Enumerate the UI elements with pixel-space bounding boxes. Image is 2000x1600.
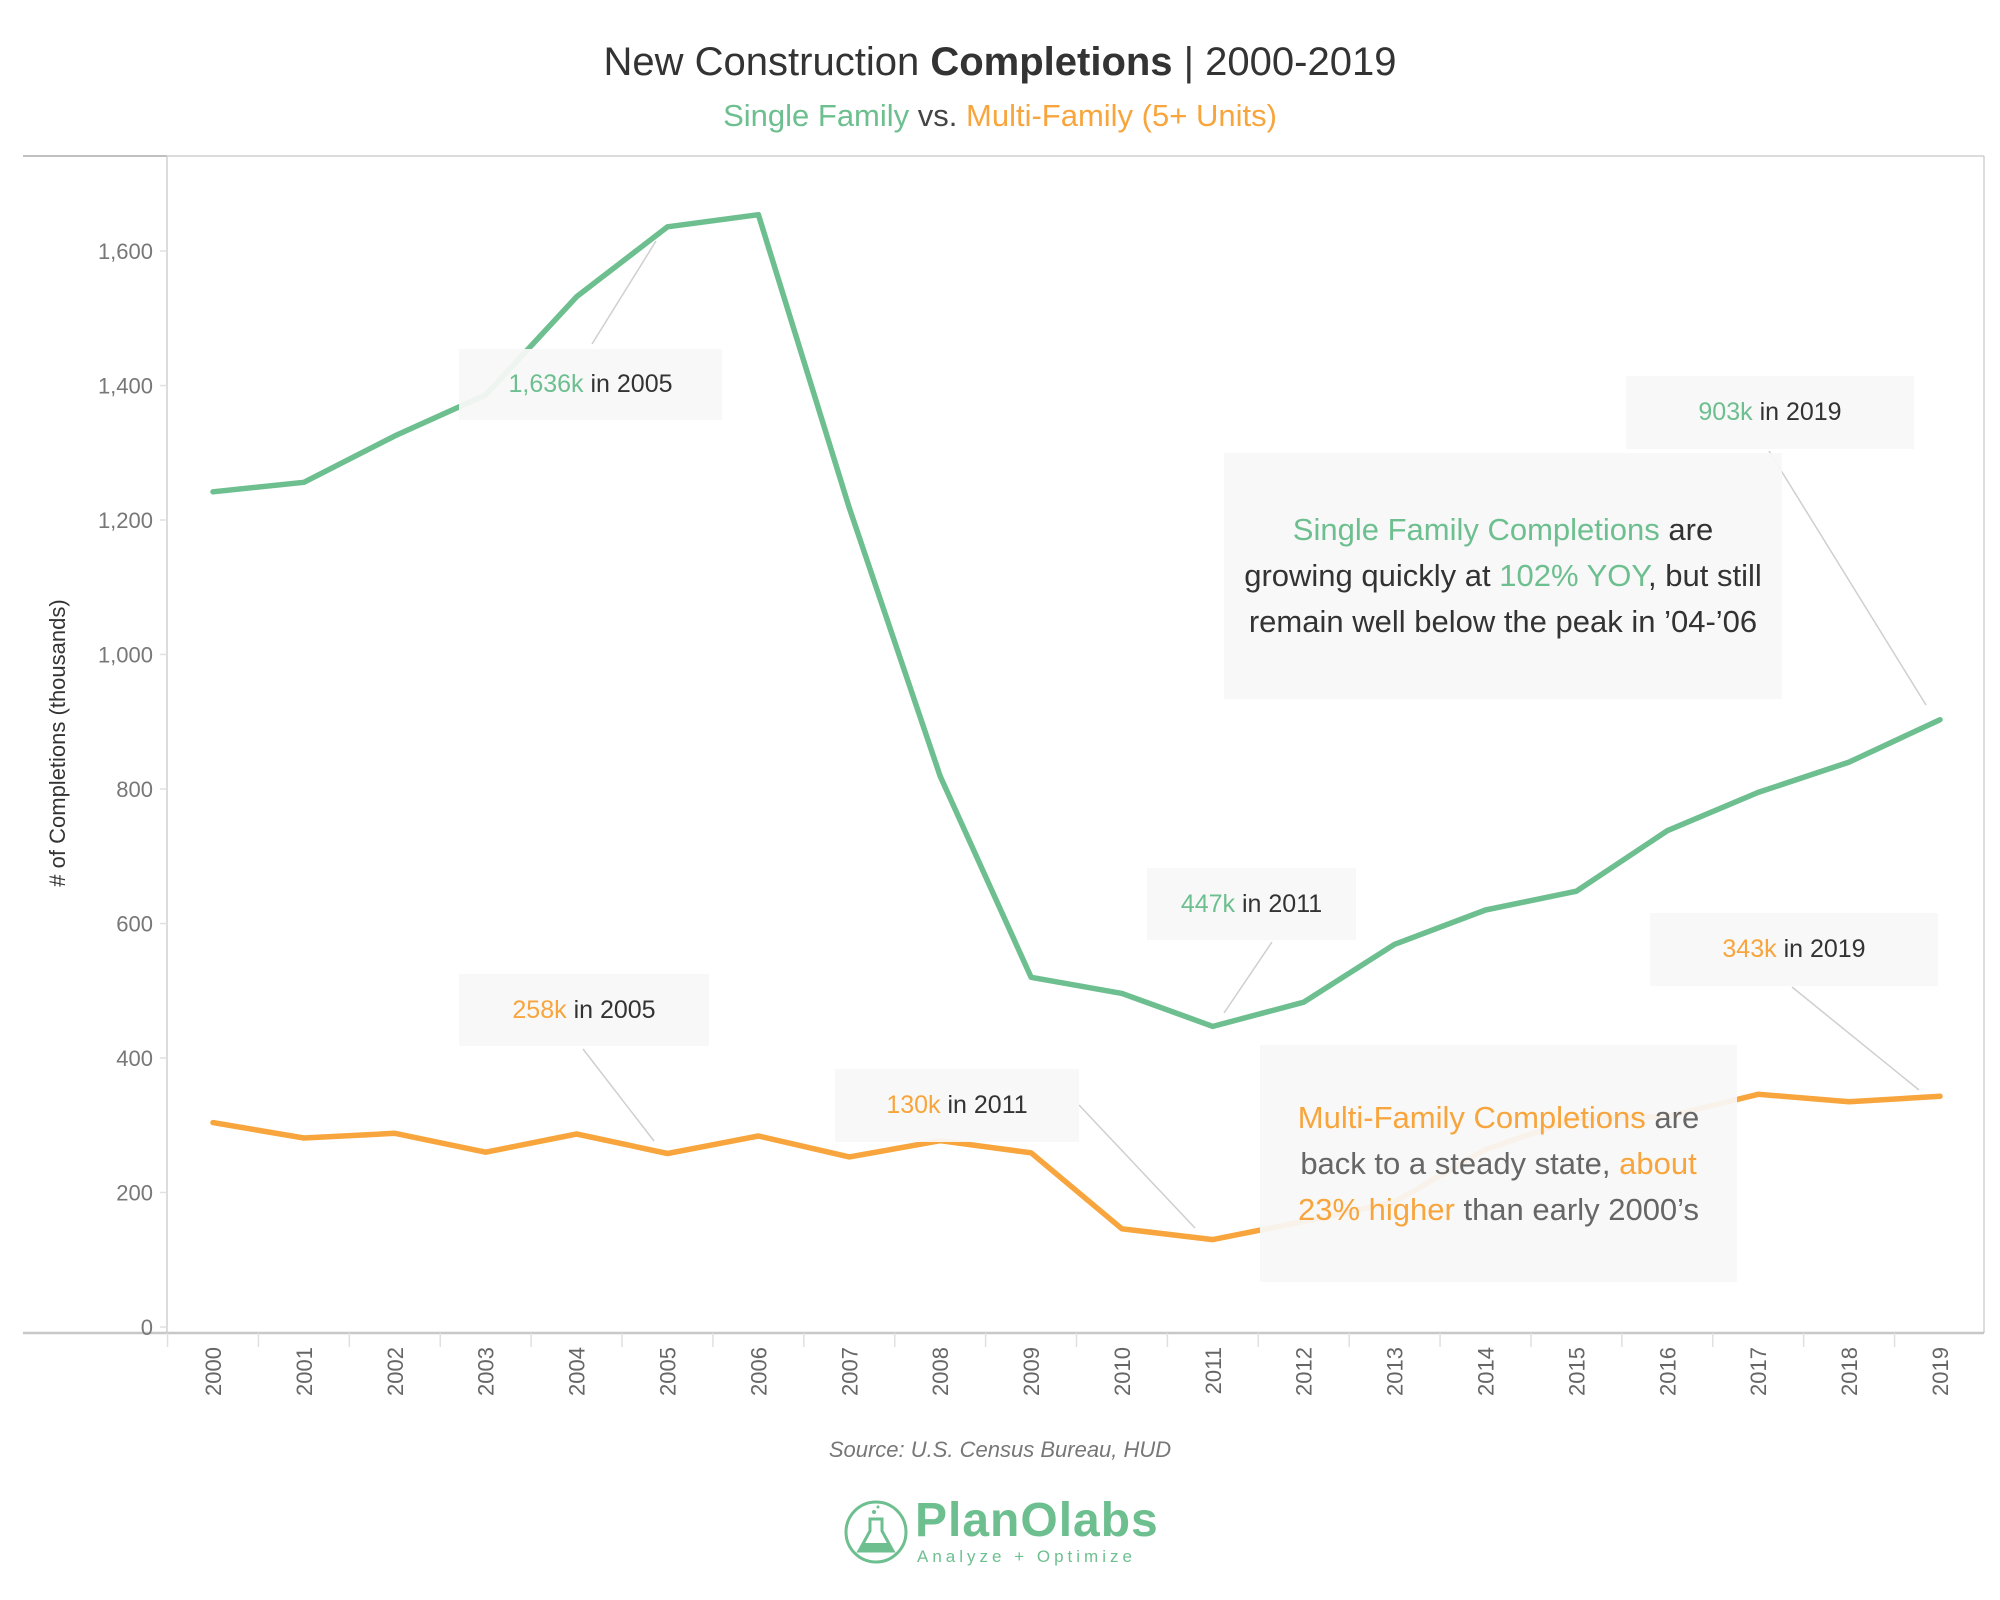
note-highlight: 102% YOY — [1499, 558, 1649, 593]
note-text: are back to a steady state, — [1300, 1099, 1700, 1181]
annotation-value: 130k — [886, 1091, 941, 1119]
annotation-leader-line — [1791, 986, 1920, 1091]
annotation-leader-line — [1768, 450, 1927, 706]
x-tick-label: 2007 — [837, 1347, 862, 1396]
note-highlight: Multi-Family Completions — [1297, 1099, 1646, 1135]
annotation-mf-2011: 130k in 2011 — [835, 1069, 1079, 1142]
annotation-value: 258k — [512, 995, 567, 1024]
x-tick-label: 2005 — [655, 1347, 680, 1396]
source-note: Source: U.S. Census Bureau, HUD — [828, 1437, 1172, 1462]
chart-title: New Construction Completions | 2000-2019 — [0, 40, 2000, 85]
x-tick-label: 2017 — [1746, 1347, 1771, 1396]
x-tick-label: 2018 — [1837, 1347, 1862, 1396]
annotation-leader-line — [1078, 1104, 1196, 1229]
y-tick-label: 600 — [116, 912, 153, 937]
planolabs-logo: PlanOlabs Analyze + Optimize — [843, 1494, 1173, 1569]
x-tick-label: 2006 — [746, 1347, 771, 1396]
x-tick-label: 2000 — [201, 1347, 226, 1396]
note-text: than early 2000’s — [1454, 1191, 1699, 1227]
annotation-year: in 2019 — [1776, 935, 1866, 963]
note-highlight: about 23% higher — [1298, 1145, 1697, 1227]
x-tick-label: 2009 — [1019, 1347, 1044, 1396]
annotation-mf-2005: 258k in 2005 — [459, 974, 709, 1046]
y-tick-label: 1,400 — [98, 374, 153, 399]
subtitle-single-family: Single Family — [723, 98, 910, 133]
annotation-year: in 2011 — [1235, 889, 1323, 918]
x-tick-label: 2016 — [1655, 1347, 1680, 1396]
x-tick-label: 2010 — [1110, 1347, 1135, 1396]
annotation-sf-2019: 903k in 2019 — [1626, 376, 1914, 449]
note-text: , but still remain well below the peak i… — [1248, 558, 1762, 639]
title-text: New Construction — [603, 40, 931, 84]
annotation-value: 1,636k — [508, 370, 584, 398]
annotation-sf-2011: 447k in 2011 — [1147, 868, 1356, 940]
x-tick-label: 2001 — [292, 1347, 317, 1396]
y-axis-label: # of Completions (thousands) — [45, 599, 70, 887]
y-tick-label: 200 — [116, 1181, 153, 1206]
x-tick-label: 2002 — [383, 1347, 408, 1396]
annotation-year: in 2011 — [940, 1091, 1028, 1119]
annotation-sf-note: Single Family Completions are growing qu… — [1224, 453, 1782, 699]
subtitle-multi-family: Multi-Family (5+ Units) — [966, 98, 1277, 133]
x-tick-label: 2003 — [474, 1347, 499, 1396]
annotation-value: 903k — [1698, 398, 1753, 426]
note-highlight: Single Family Completions — [1292, 512, 1660, 547]
title-years: | 2000-2019 — [1172, 40, 1397, 84]
x-tick-label: 2013 — [1383, 1347, 1408, 1396]
y-tick-label: 1,600 — [98, 239, 153, 264]
annotation-mf-note: Multi-Family Completions are back to a s… — [1260, 1045, 1737, 1282]
annotation-leader-line — [582, 1048, 655, 1142]
chart-subtitle: Single Family vs. Multi-Family (5+ Units… — [0, 98, 2000, 134]
x-tick-label: 2008 — [928, 1347, 953, 1396]
annotation-leader-line — [591, 240, 657, 345]
x-tick-label: 2014 — [1474, 1347, 1499, 1396]
title-bold-text: Completions — [930, 40, 1173, 84]
y-tick-label: 0 — [141, 1315, 153, 1340]
y-tick-label: 1,000 — [98, 643, 153, 668]
annotation-value: 447k — [1180, 889, 1236, 918]
x-tick-label: 2019 — [1928, 1347, 1953, 1396]
y-tick-label: 1,200 — [98, 508, 153, 533]
y-tick-label: 800 — [116, 777, 153, 802]
x-tick-label: 2004 — [565, 1347, 590, 1396]
annotation-value: 343k — [1722, 935, 1777, 963]
note-text: are growing quickly at — [1244, 512, 1714, 593]
y-tick-label: 400 — [116, 1046, 153, 1071]
annotation-mf-2019: 343k in 2019 — [1650, 913, 1938, 986]
annotation-leader-line — [1223, 941, 1273, 1014]
flask-icon — [844, 1500, 908, 1564]
x-tick-label: 2015 — [1564, 1347, 1589, 1396]
x-tick-label: 2012 — [1292, 1347, 1317, 1396]
annotation-year: in 2005 — [566, 995, 656, 1024]
annotation-year: in 2005 — [583, 370, 673, 398]
logo-tagline: Analyze + Optimize — [917, 1547, 1136, 1566]
subtitle-vs: vs. — [909, 98, 966, 133]
annotation-year: in 2019 — [1752, 398, 1842, 426]
x-tick-label: 2011 — [1201, 1347, 1226, 1394]
annotation-sf-2005: 1,636k in 2005 — [459, 349, 722, 420]
logo-name: PlanOlabs — [915, 1494, 1159, 1547]
